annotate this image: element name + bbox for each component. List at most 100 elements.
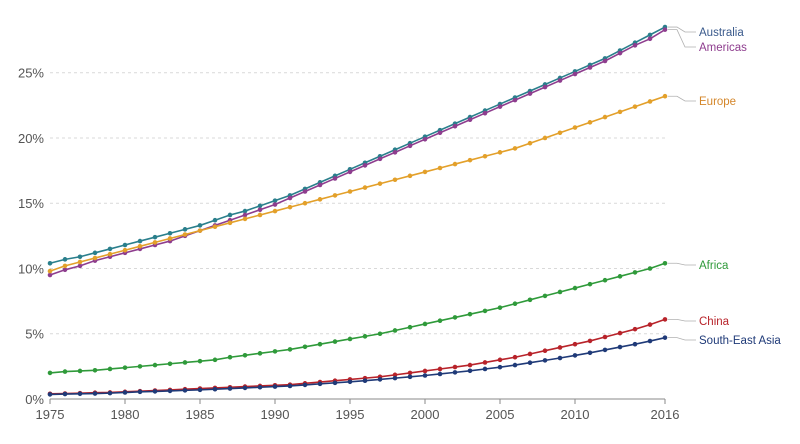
data-point	[212, 357, 218, 363]
data-point	[497, 364, 503, 370]
data-point	[422, 136, 428, 142]
data-point	[347, 189, 353, 194]
data-point	[512, 362, 518, 368]
data-point	[362, 185, 368, 190]
data-point	[62, 257, 68, 262]
data-point	[452, 370, 458, 375]
data-point	[632, 270, 638, 275]
data-point	[212, 224, 218, 230]
data-point	[647, 322, 653, 327]
data-point	[467, 368, 473, 374]
data-point	[392, 150, 398, 155]
y-tick-label: 0%	[25, 392, 44, 407]
data-point	[122, 242, 128, 248]
data-point	[257, 212, 263, 218]
x-tick-label: 2000	[411, 407, 440, 422]
data-point	[587, 350, 593, 356]
data-point	[452, 315, 458, 320]
series-label-leader	[668, 318, 696, 322]
data-point	[242, 212, 248, 218]
data-point	[452, 364, 458, 370]
data-point	[617, 330, 623, 336]
data-point	[647, 266, 653, 271]
series-label: South-East Asia	[699, 335, 781, 347]
data-point	[647, 32, 653, 38]
data-point	[317, 381, 323, 387]
data-point	[572, 353, 578, 358]
data-point	[332, 193, 338, 198]
data-point	[107, 366, 113, 372]
data-point	[602, 114, 608, 120]
data-point	[572, 341, 578, 347]
data-point	[257, 207, 263, 213]
data-point	[212, 386, 218, 392]
data-point	[62, 263, 68, 269]
data-point	[407, 370, 413, 376]
data-point	[437, 130, 443, 136]
data-point	[497, 150, 503, 155]
data-point	[452, 161, 458, 167]
data-point	[542, 348, 548, 354]
data-point	[107, 246, 113, 252]
y-tick-label: 15%	[18, 196, 44, 211]
data-point	[242, 208, 248, 214]
data-point	[182, 388, 188, 393]
series-europe	[47, 93, 668, 274]
data-point	[377, 181, 383, 186]
data-point	[527, 91, 533, 96]
series-label: Africa	[699, 260, 729, 272]
data-point	[242, 216, 248, 222]
series-line	[49, 26, 666, 265]
data-point	[377, 331, 383, 337]
data-point	[437, 366, 443, 372]
data-point	[347, 379, 353, 385]
data-point	[617, 109, 623, 115]
data-point	[272, 349, 278, 354]
data-point	[47, 370, 53, 376]
data-point	[257, 203, 263, 209]
data-point	[137, 364, 143, 369]
data-point	[287, 204, 293, 210]
data-point	[467, 117, 473, 123]
data-point	[467, 362, 473, 368]
series-line	[49, 318, 666, 395]
data-point	[647, 99, 653, 104]
data-point	[167, 388, 173, 394]
data-point	[317, 197, 323, 202]
data-point	[437, 318, 443, 323]
data-point	[152, 234, 158, 240]
data-point	[152, 389, 158, 394]
y-tick-label: 5%	[25, 327, 44, 342]
data-point	[512, 97, 518, 103]
data-point	[272, 384, 278, 389]
data-point	[392, 375, 398, 381]
data-point	[287, 195, 293, 201]
data-point	[632, 326, 638, 332]
data-point	[617, 274, 623, 279]
data-point	[107, 390, 113, 396]
data-point	[332, 176, 338, 181]
series-label-leader	[668, 95, 696, 102]
data-point	[617, 344, 623, 350]
data-point	[317, 341, 323, 347]
data-point	[77, 254, 83, 260]
data-point	[497, 305, 503, 310]
data-point	[482, 366, 488, 372]
data-point	[422, 169, 428, 175]
data-point	[542, 358, 548, 363]
data-point	[467, 311, 473, 317]
data-point	[92, 391, 98, 396]
gridlines	[50, 72, 665, 335]
series-label: Americas	[699, 42, 747, 54]
data-point	[272, 208, 278, 214]
data-point	[347, 169, 353, 175]
data-point	[362, 334, 368, 339]
data-point	[662, 317, 668, 322]
data-point	[512, 354, 518, 360]
x-tick-label: 1985	[186, 407, 215, 422]
series-layer	[47, 24, 668, 397]
data-point	[92, 367, 98, 373]
data-point	[242, 352, 248, 358]
data-point	[512, 301, 518, 307]
series-line	[49, 262, 666, 374]
